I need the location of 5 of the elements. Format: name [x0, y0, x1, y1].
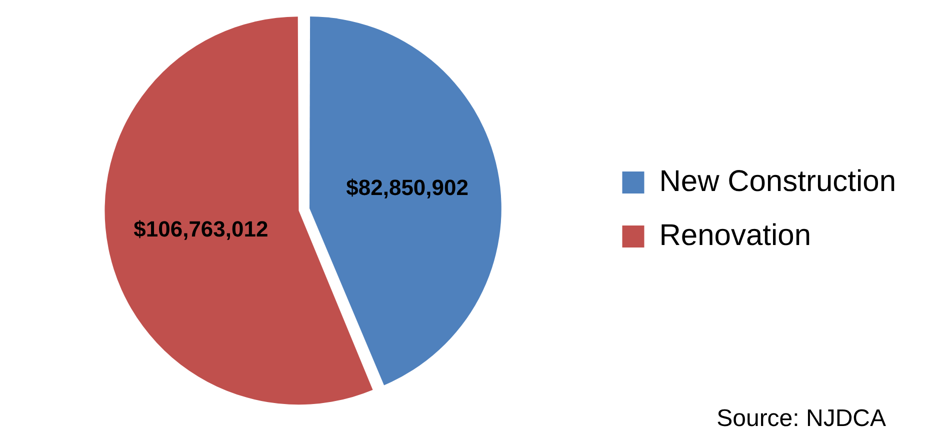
legend-label: New Construction	[659, 164, 896, 198]
source-note: Source: NJDCA	[716, 405, 886, 433]
legend-label: Renovation	[659, 218, 812, 252]
data-label: $82,850,902	[346, 174, 468, 200]
data-label: $106,763,012	[134, 216, 268, 242]
